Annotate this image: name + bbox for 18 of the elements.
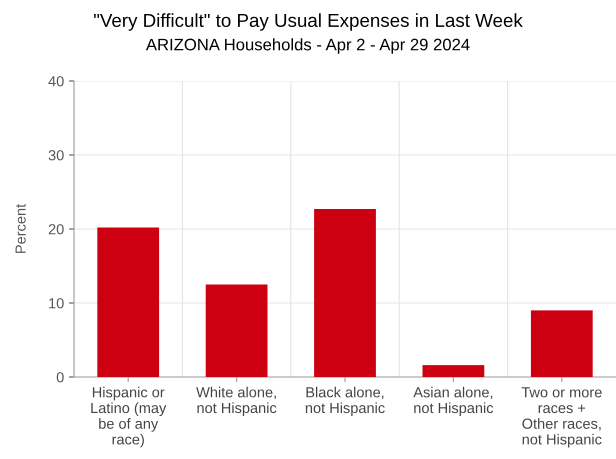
bar [530,310,593,377]
y-tick-label: 40 [48,76,64,86]
x-tick-label: Two or more races + Other races, not Hispanic [522,387,602,448]
bar [206,284,268,377]
x-tick-label: Asian alone, not Hispanic [413,386,494,416]
y-tick-label: 0 [56,372,64,382]
x-tick-label: White alone, not Hispanic [196,386,276,416]
x-tick-label: Hispanic or Latino (may be of any race) [91,386,166,448]
chart-title: "Very Difficult" to Pay Usual Expenses in Last Week [94,13,523,31]
y-axis-title: Percent [16,204,26,253]
y-tick-label: 30 [48,150,64,160]
y-tick-label: 20 [48,224,64,234]
x-tick-label: Black alone, not Hispanic [306,386,385,416]
bar [97,228,160,377]
bar [314,209,376,377]
chart-subtitle: ARIZONA Households - Apr 2 - Apr 29 2024 [146,38,470,54]
y-tick-label: 10 [49,298,64,308]
bar [422,365,484,377]
